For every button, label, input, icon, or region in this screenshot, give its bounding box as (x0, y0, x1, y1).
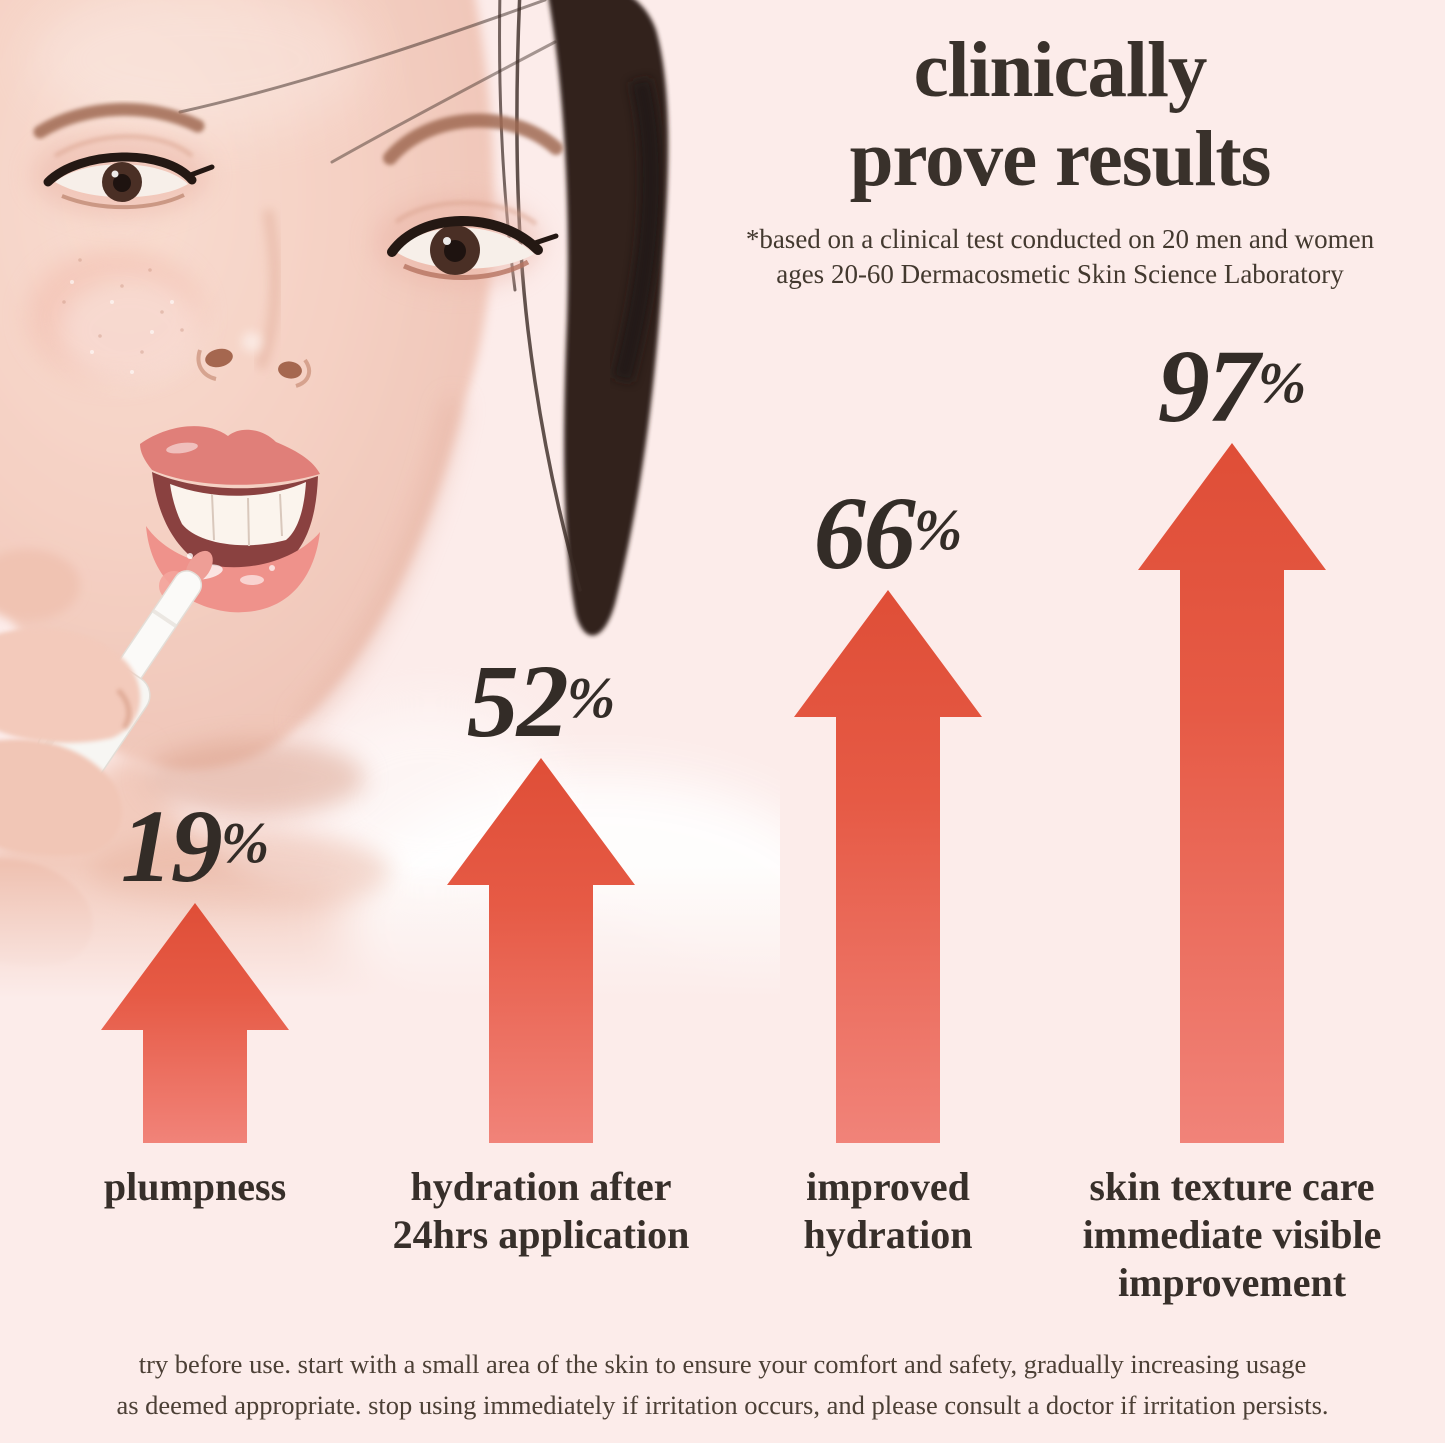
percent-sign: % (220, 809, 270, 875)
lips (140, 426, 320, 613)
percent-sign: % (1257, 349, 1307, 415)
value-number: 97 (1157, 329, 1260, 444)
title-line-1: clinically (913, 27, 1208, 114)
disclaimer-line-1: try before use. start with a small area … (138, 1349, 1307, 1379)
fingertip (0, 549, 80, 621)
value-label: 19% (0, 795, 405, 899)
right-eye (387, 200, 559, 280)
disclaimer: try before use. start with a small area … (25, 1344, 1420, 1426)
arrow-bar (1138, 443, 1326, 1143)
disclaimer-line-2: as deemed appropriate. stop using immedi… (116, 1390, 1329, 1421)
hand-and-applicator (0, 549, 213, 967)
value-label: 97% (1022, 335, 1442, 439)
nose (196, 209, 312, 388)
value-number: 66 (813, 476, 916, 591)
category-label: hydration after 24hrs application (392, 1164, 690, 1257)
title-line-2: prove results (849, 116, 1272, 204)
hair (178, 0, 669, 636)
value-number: 19 (120, 789, 223, 904)
percent-sign: % (566, 664, 616, 730)
category-label: skin texture care immediate visible impr… (1082, 1164, 1382, 1305)
value-number: 52 (466, 644, 569, 759)
category-label: plumpness (103, 1164, 287, 1209)
subtitle-line-2: ages 20-60 Dermacosmetic Skin Science La… (776, 259, 1344, 290)
subtitle-line-1: *based on a clinical test conducted on 2… (745, 223, 1375, 254)
left-eye (43, 134, 215, 210)
value-label: 66% (678, 482, 1098, 586)
percent-sign: % (913, 496, 963, 562)
arrow-bar (794, 590, 982, 1143)
value-label: 52% (331, 650, 751, 754)
fingers (0, 628, 141, 967)
arrow-bar (101, 903, 289, 1143)
headline-block: clinically prove results *based on a cli… (690, 26, 1430, 293)
arrow-bar (447, 758, 635, 1143)
category-label: improved hydration (803, 1164, 973, 1257)
facial-features (32, 102, 563, 613)
subtitle: *based on a clinical test conducted on 2… (690, 222, 1430, 294)
